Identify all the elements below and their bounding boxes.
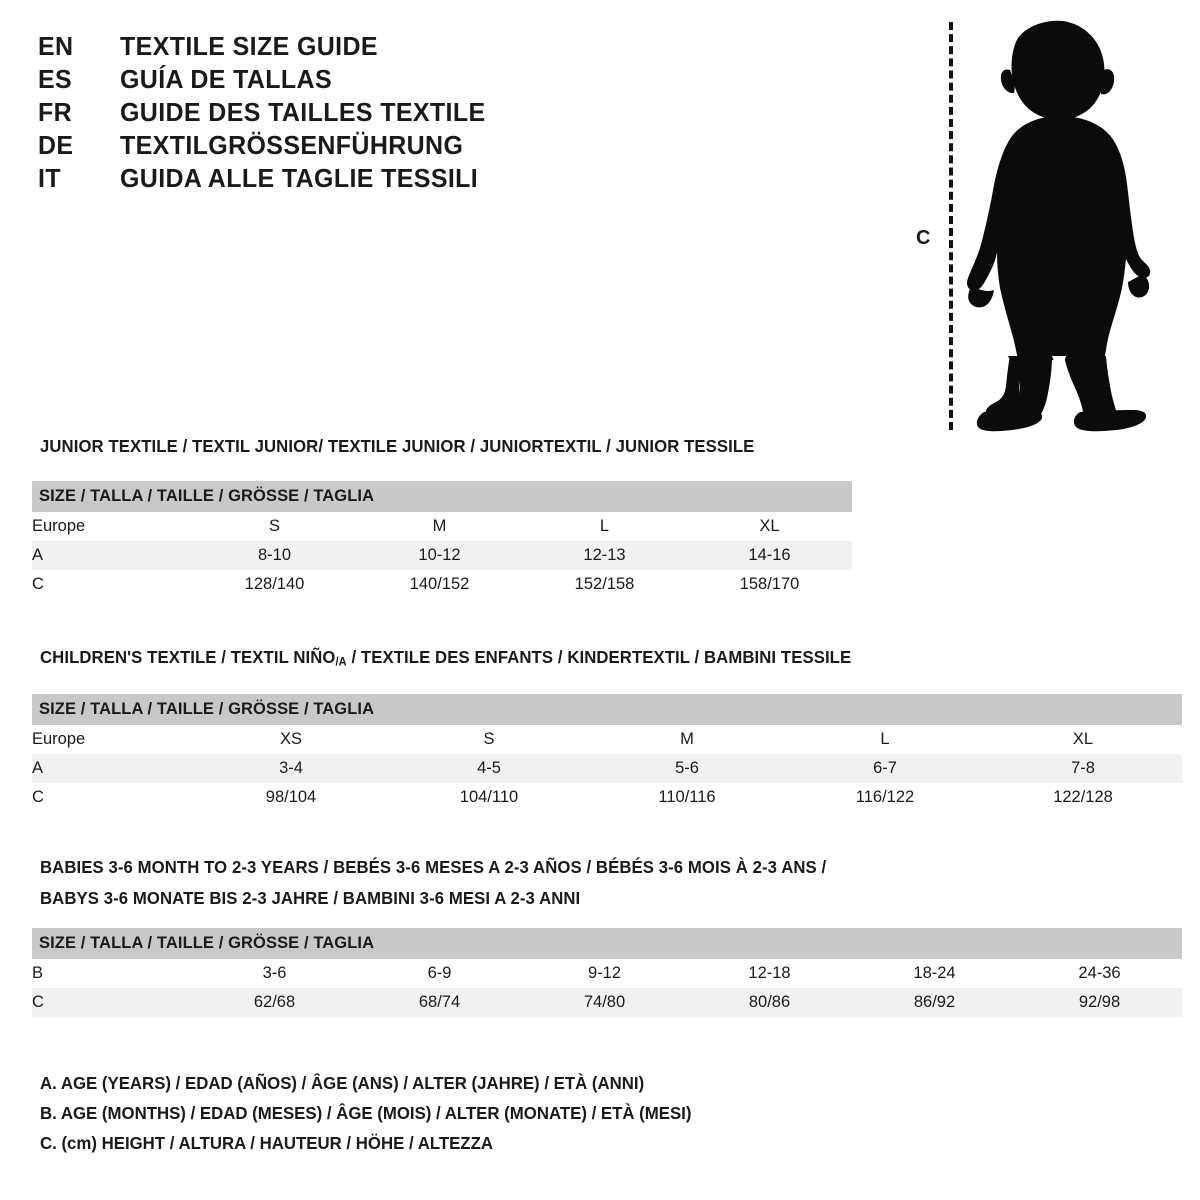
language-code: EN	[38, 31, 74, 61]
row-label: B	[32, 959, 192, 988]
cell-value: 62/68	[192, 988, 357, 1017]
language-title: GUIDA ALLE TAGLIE TESSILI	[120, 163, 479, 193]
table-row: Europe XS S M L XL	[32, 725, 1183, 754]
row-label: A	[32, 541, 192, 570]
cell-value: 92/98	[1017, 988, 1182, 1017]
cell-value: 4-5	[390, 754, 588, 783]
cell-value: 122/128	[984, 783, 1183, 812]
language-code: IT	[38, 163, 61, 193]
cell-value: S	[192, 512, 357, 541]
row-label: C	[32, 783, 192, 812]
cell-value: 116/122	[786, 783, 984, 812]
cell-value: XL	[687, 512, 853, 541]
cell-value: 12-13	[522, 541, 687, 570]
cell-value: 140/152	[357, 570, 522, 599]
language-title: TEXTILGRÖSSENFÜHRUNG	[120, 130, 464, 160]
row-label: Europe	[32, 512, 192, 541]
language-row-it: IT GUIDA ALLE TAGLIE TESSILI	[38, 162, 598, 195]
table-row: Europe S M L XL	[32, 512, 853, 541]
cell-value: 10-12	[357, 541, 522, 570]
cell-value: L	[522, 512, 687, 541]
junior-section-heading: JUNIOR TEXTILE / TEXTIL JUNIOR/ TEXTILE …	[40, 436, 755, 456]
cell-value: 18-24	[852, 959, 1017, 988]
language-row-de: DE TEXTILGRÖSSENFÜHRUNG	[38, 129, 598, 162]
row-label: C	[32, 570, 192, 599]
cell-value: 68/74	[357, 988, 522, 1017]
language-row-es: ES GUÍA DE TALLAS	[38, 63, 598, 96]
table-row: C 128/140 140/152 152/158 158/170	[32, 570, 853, 599]
cell-value: 86/92	[852, 988, 1017, 1017]
table-row: C 98/104 104/110 110/116 116/122 122/128	[32, 783, 1183, 812]
toddler-silhouette-icon	[967, 20, 1151, 432]
babies-section-heading-line2: BABYS 3-6 MONATE BIS 2-3 JAHRE / BAMBINI…	[40, 888, 581, 908]
language-row-en: EN TEXTILE SIZE GUIDE	[38, 30, 598, 63]
language-title: TEXTILE SIZE GUIDE	[120, 31, 378, 61]
height-dashed-line	[949, 22, 953, 430]
cell-value: 12-18	[687, 959, 852, 988]
table-band-row: SIZE / TALLA / TAILLE / GRÖSSE / TAGLIA	[32, 481, 853, 512]
cell-value: 128/140	[192, 570, 357, 599]
children-heading-pre: CHILDREN'S TEXTILE / TEXTIL NIÑO	[40, 647, 336, 667]
cell-value: 152/158	[522, 570, 687, 599]
legend-line-b: B. AGE (MONTHS) / EDAD (MESES) / ÂGE (MO…	[40, 1103, 692, 1123]
language-title: GUÍA DE TALLAS	[120, 64, 332, 94]
cell-value: 6-7	[786, 754, 984, 783]
cell-value: M	[357, 512, 522, 541]
children-size-table: SIZE / TALLA / TAILLE / GRÖSSE / TAGLIA …	[32, 694, 1183, 812]
band-label: SIZE / TALLA / TAILLE / GRÖSSE / TAGLIA	[32, 694, 1183, 725]
cell-value: 9-12	[522, 959, 687, 988]
cell-value: S	[390, 725, 588, 754]
children-section-heading: CHILDREN'S TEXTILE / TEXTIL NIÑO/A / TEX…	[40, 647, 851, 669]
table-band-row: SIZE / TALLA / TAILLE / GRÖSSE / TAGLIA	[32, 694, 1183, 725]
children-heading-subscript: /A	[335, 656, 347, 669]
cell-value: 158/170	[687, 570, 853, 599]
language-row-fr: FR GUIDE DES TAILLES TEXTILE	[38, 96, 598, 129]
row-label: C	[32, 988, 192, 1017]
cell-value: 74/80	[522, 988, 687, 1017]
language-code: ES	[38, 64, 73, 94]
cell-value: 7-8	[984, 754, 1183, 783]
cell-value: M	[588, 725, 786, 754]
cell-value: 8-10	[192, 541, 357, 570]
babies-section-heading-line1: BABIES 3-6 MONTH TO 2-3 YEARS / BEBÉS 3-…	[40, 857, 827, 877]
height-label: C	[916, 227, 931, 249]
measurement-legend: A. AGE (YEARS) / EDAD (AÑOS) / ÂGE (ANS)…	[40, 1068, 719, 1158]
height-measurement-diagram: C	[900, 14, 1170, 434]
cell-value: 24-36	[1017, 959, 1182, 988]
table-band-row: SIZE / TALLA / TAILLE / GRÖSSE / TAGLIA	[32, 928, 1182, 959]
table-row: B 3-6 6-9 9-12 12-18 18-24 24-36	[32, 959, 1182, 988]
cell-value: 110/116	[588, 783, 786, 812]
legend-line-a: A. AGE (YEARS) / EDAD (AÑOS) / ÂGE (ANS)…	[40, 1073, 645, 1093]
row-label: A	[32, 754, 192, 783]
cell-value: 14-16	[687, 541, 853, 570]
band-label: SIZE / TALLA / TAILLE / GRÖSSE / TAGLIA	[32, 928, 1182, 959]
cell-value: 3-6	[192, 959, 357, 988]
table-row: C 62/68 68/74 74/80 80/86 86/92 92/98	[32, 988, 1182, 1017]
cell-value: 6-9	[357, 959, 522, 988]
language-code: DE	[38, 130, 74, 160]
cell-value: XS	[192, 725, 390, 754]
children-heading-post: / TEXTILE DES ENFANTS / KINDERTEXTIL / B…	[346, 647, 852, 667]
language-title-block: EN TEXTILE SIZE GUIDE ES GUÍA DE TALLAS …	[38, 30, 598, 195]
band-label: SIZE / TALLA / TAILLE / GRÖSSE / TAGLIA	[32, 481, 853, 512]
cell-value: 104/110	[390, 783, 588, 812]
cell-value: 80/86	[687, 988, 852, 1017]
babies-size-table: SIZE / TALLA / TAILLE / GRÖSSE / TAGLIA …	[32, 928, 1182, 1017]
cell-value: 5-6	[588, 754, 786, 783]
table-row: A 3-4 4-5 5-6 6-7 7-8	[32, 754, 1183, 783]
language-code: FR	[38, 97, 73, 127]
legend-line-c: C. (cm) HEIGHT / ALTURA / HAUTEUR / HÖHE…	[40, 1133, 493, 1153]
junior-size-table: SIZE / TALLA / TAILLE / GRÖSSE / TAGLIA …	[32, 481, 853, 599]
cell-value: XL	[984, 725, 1183, 754]
cell-value: L	[786, 725, 984, 754]
cell-value: 3-4	[192, 754, 390, 783]
table-row: A 8-10 10-12 12-13 14-16	[32, 541, 853, 570]
cell-value: 98/104	[192, 783, 390, 812]
language-title: GUIDE DES TAILLES TEXTILE	[120, 97, 486, 127]
row-label: Europe	[32, 725, 192, 754]
